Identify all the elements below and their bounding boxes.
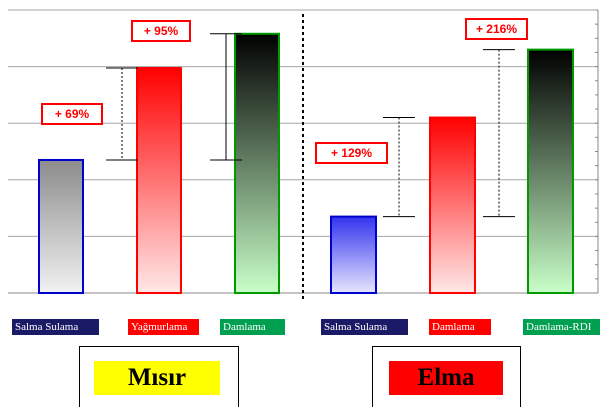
crop-tag-elma: Elma	[389, 361, 503, 395]
bar-elma-0	[330, 215, 377, 294]
percent-label: + 216%	[476, 22, 517, 36]
bar-elma-2	[527, 48, 574, 295]
percent-label-box	[315, 142, 388, 164]
legend-item-damlama-1: Damlama	[220, 319, 285, 335]
bar-misir-1	[136, 67, 182, 294]
percent-label: + 129%	[331, 146, 372, 160]
bar-elma-1	[429, 116, 476, 295]
legend-item-salma-sulama-2: Salma Sulama	[321, 319, 408, 335]
crop-box-misir: Mısır	[79, 346, 239, 407]
legend-item-salma-sulama-1: Salma Sulama	[12, 319, 99, 335]
percent-label-box	[465, 18, 528, 40]
percent-label: + 95%	[144, 24, 179, 38]
crop-box-elma: Elma	[372, 346, 521, 407]
legend-item-yagmurlama: Yağmurlama	[128, 319, 199, 335]
percent-label: + 69%	[55, 107, 90, 121]
percent-label-box	[131, 20, 191, 42]
percent-label-box	[41, 103, 103, 125]
bar-misir-0	[38, 158, 84, 294]
crop-tag-misir: Mısır	[94, 361, 220, 395]
legend-item-damlama-rdi: Damlama-RDI	[523, 319, 600, 335]
legend-item-damlama-2: Damlama	[429, 319, 491, 335]
bar-misir-2	[234, 32, 280, 294]
